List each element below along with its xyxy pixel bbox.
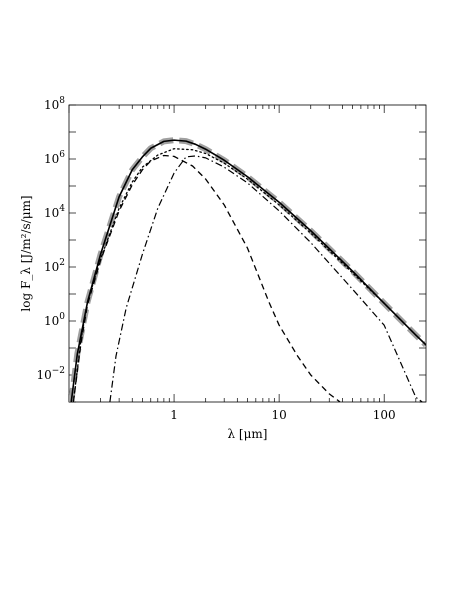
series-line-dash-dot xyxy=(109,155,423,402)
y-tick-exponent: 2 xyxy=(59,258,65,268)
y-tick-label: 10−2 xyxy=(36,366,65,382)
y-tick-label: 102 xyxy=(44,258,65,274)
y-tick-exponent: −2 xyxy=(52,366,65,376)
series-group xyxy=(69,137,426,402)
x-axis-ticks: 1 10 100 xyxy=(68,105,417,422)
y-tick-label: 106 xyxy=(44,150,65,166)
y-tick-label: 100 xyxy=(44,312,65,328)
series-line-dashed xyxy=(72,154,341,402)
y-tick-exponent: 4 xyxy=(59,204,65,214)
y-tick-exponent: 8 xyxy=(59,96,65,106)
x-tick-label: 1 xyxy=(170,408,178,422)
x-tick-label: 100 xyxy=(373,408,396,422)
y-tick-mantissa: 10 xyxy=(44,206,59,220)
y-tick-mantissa: 10 xyxy=(44,152,59,166)
y-tick-label: 104 xyxy=(44,204,65,220)
y-tick-mantissa: 10 xyxy=(44,314,59,328)
x-tick-label: 10 xyxy=(271,408,286,422)
plot-frame xyxy=(68,104,427,403)
x-axis-label: λ [μm] xyxy=(228,427,268,441)
y-axis-label: log F_λ [J/m²/s/μm] xyxy=(19,195,33,311)
y-tick-exponent: 0 xyxy=(59,312,65,322)
series-line-thick-gray-long-dash xyxy=(69,137,426,402)
y-tick-mantissa: 10 xyxy=(44,260,59,274)
series-line-solid xyxy=(70,139,426,402)
y-tick-exponent: 6 xyxy=(59,150,65,160)
y-tick-label: 108 xyxy=(44,96,65,112)
y-tick-mantissa: 10 xyxy=(44,98,59,112)
y-tick-mantissa: 10 xyxy=(36,368,51,382)
